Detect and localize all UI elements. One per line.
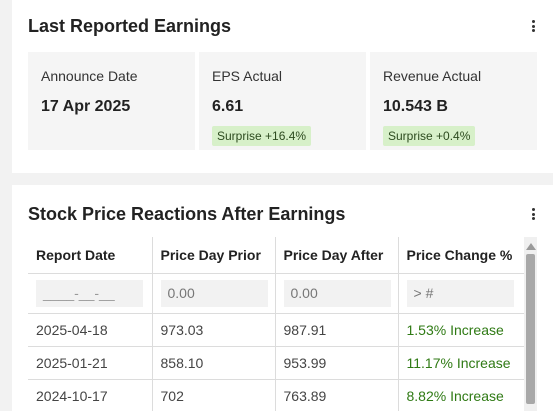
table-scrollbar[interactable] [524, 237, 537, 411]
earnings-kebab-menu-icon[interactable] [527, 18, 539, 34]
surprise-badge: Surprise +16.4% [212, 126, 312, 146]
table-row: 2024-10-17 702 763.89 8.82% Increase [28, 379, 524, 411]
metric-label: Revenue Actual [383, 68, 482, 84]
reactions-kebab-menu-icon[interactable] [527, 206, 539, 222]
earnings-metrics: Announce Date 17 Apr 2025 EPS Actual 6.6… [28, 52, 537, 150]
reactions-table-container: Report Date Price Day Prior Price Day Af… [28, 237, 537, 411]
report-date-filter-input[interactable]: ____-__-__ [36, 279, 143, 307]
filter-row: ____-__-__ 0.00 0.00 > # [28, 273, 524, 314]
price-day-after-filter-input[interactable]: 0.00 [283, 279, 391, 307]
metric-value: 6.61 [212, 98, 244, 115]
cell-price-day-after: 763.89 [275, 379, 399, 411]
cell-price-day-after: 987.91 [275, 313, 399, 347]
stock-price-reactions-card: Stock Price Reactions After Earnings Rep… [12, 185, 553, 411]
last-reported-earnings-card: Last Reported Earnings Announce Date 17 … [12, 0, 553, 173]
cell-price-change: 11.17% Increase [398, 346, 524, 380]
price-day-prior-filter-input[interactable]: 0.00 [160, 279, 268, 307]
metric-announce-date: Announce Date 17 Apr 2025 [28, 52, 195, 150]
surprise-badge: Surprise +0.4% [383, 126, 476, 146]
column-header-price-change[interactable]: Price Change % [398, 237, 524, 274]
price-change-filter-input[interactable]: > # [406, 279, 514, 307]
metric-label: Announce Date [41, 68, 138, 84]
column-header-price-day-prior[interactable]: Price Day Prior [152, 237, 276, 274]
earnings-card-title: Last Reported Earnings [28, 16, 232, 36]
reactions-card-title: Stock Price Reactions After Earnings [28, 204, 346, 224]
table-row: 2025-04-18 973.03 987.91 1.53% Increase [28, 313, 524, 347]
scroll-up-arrow-icon[interactable] [526, 243, 536, 250]
cell-report-date: 2025-04-18 [28, 313, 153, 347]
cell-price-day-after: 953.99 [275, 346, 399, 380]
column-header-report-date[interactable]: Report Date [28, 237, 153, 274]
cell-report-date: 2025-01-21 [28, 346, 153, 380]
cell-price-day-prior: 973.03 [152, 313, 276, 347]
cell-price-change: 1.53% Increase [398, 313, 524, 347]
metric-revenue-actual: Revenue Actual 10.543 B Surprise +0.4% [370, 52, 537, 150]
metric-value: 17 Apr 2025 [41, 98, 131, 115]
metric-label: EPS Actual [212, 68, 283, 84]
metric-value: 10.543 B [383, 98, 448, 115]
metric-eps-actual: EPS Actual 6.61 Surprise +16.4% [199, 52, 366, 150]
cell-price-day-prior: 858.10 [152, 346, 276, 380]
cell-report-date: 2024-10-17 [28, 379, 153, 411]
column-header-price-day-after[interactable]: Price Day After [275, 237, 399, 274]
cell-price-change: 8.82% Increase [398, 379, 524, 411]
cell-price-day-prior: 702 [152, 379, 276, 411]
scrollbar-thumb[interactable] [526, 254, 535, 404]
table-header-row: Report Date Price Day Prior Price Day Af… [28, 237, 524, 274]
reactions-table: Report Date Price Day Prior Price Day Af… [28, 237, 524, 411]
table-row: 2025-01-21 858.10 953.99 11.17% Increase [28, 346, 524, 380]
